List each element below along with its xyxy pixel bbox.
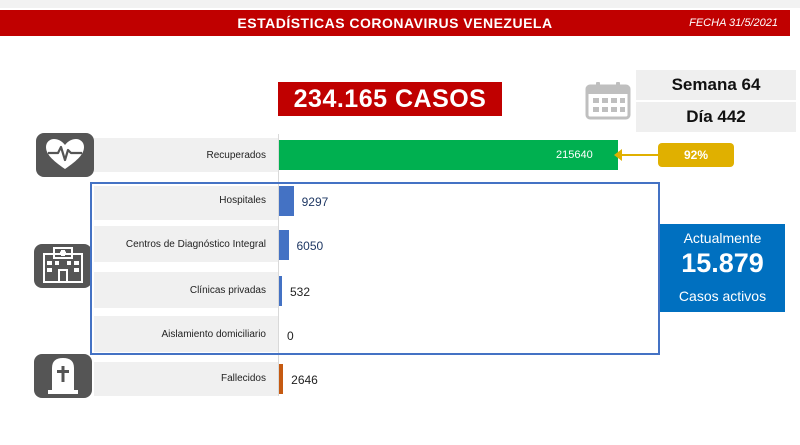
axis-line [278,134,279,396]
category-label: Recuperados [206,150,266,161]
bar-value-label: 2646 [291,373,318,387]
header-bar: ESTADÍSTICAS CORONAVIRUS VENEZUELA FECHA… [0,10,790,36]
active-cases-title: Actualmente [683,230,762,246]
category-label: Clínicas privadas [189,285,266,296]
row-background-home-isolation [94,316,278,352]
bar-2 [279,230,289,260]
active-cases-number: 15.879 [681,248,764,278]
row-background-private-clinics [94,272,278,308]
hospital-icon-box [34,244,92,288]
bar-value-label: 215640 [556,149,593,161]
deaths-icon-box [34,354,92,398]
calendar-icon [585,82,631,120]
active-cases-subtitle: Casos activos [678,288,767,304]
row-background-cdi [94,226,278,262]
top-strip [0,0,800,8]
bar-1 [279,186,294,216]
bar-0 [279,140,618,170]
pct-arrowhead [614,149,622,161]
heart-pulse-icon [46,139,84,169]
category-label: Aislamiento domiciliario [161,329,266,340]
bar-value-label: 0 [287,329,294,343]
category-label: Centros de Diagnóstico Integral [125,239,266,250]
pct-arrow-line [620,154,658,156]
bar-value-label: 9297 [301,195,329,209]
active-cases-box: Actualmente 15.879 Casos activos [660,224,785,312]
total-cases-banner: 234.165 CASOS [278,82,502,116]
hospital-building-icon [43,247,83,283]
category-label: Fallecidos [220,373,266,384]
bar-value-label: 6050 [296,239,324,253]
recovered-icon-box [36,133,94,177]
row-background-deaths [94,362,278,396]
tombstone-icon [48,358,78,394]
recovered-percentage-badge: 92% [658,143,734,167]
bar-value-label: 532 [290,285,311,299]
category-label: Hospitales [219,195,266,206]
hospitalized-group-frame [90,182,660,355]
page-title: ESTADÍSTICAS CORONAVIRUS VENEZUELA [237,15,553,31]
row-background-recovered [94,138,278,172]
row-background-hospitals [94,186,278,220]
bar-5 [279,364,284,394]
day-counter: Día 442 [636,102,796,132]
week-counter: Semana 64 [636,70,796,100]
bar-3 [279,276,282,306]
report-date: FECHA 31/5/2021 [689,17,778,29]
